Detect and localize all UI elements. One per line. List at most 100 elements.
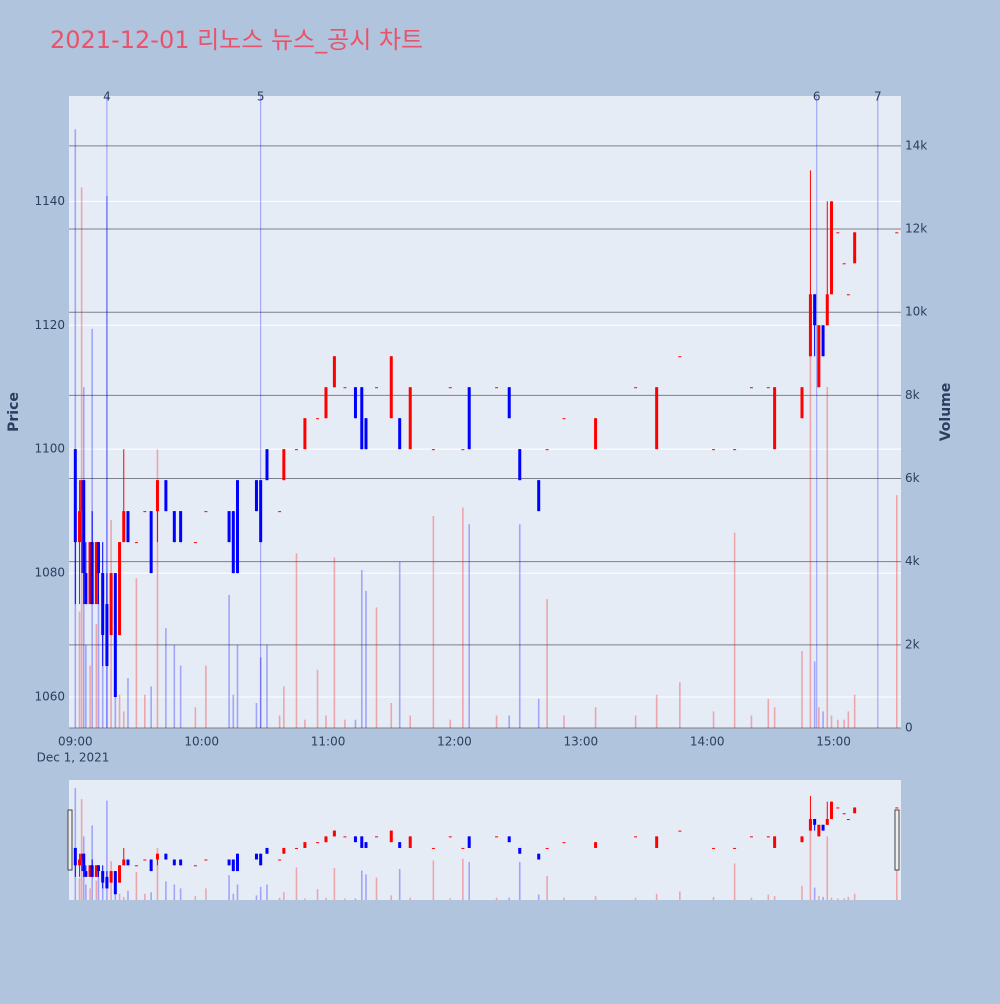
slider-candle-body — [109, 871, 113, 883]
slider-volume-bar — [801, 885, 803, 900]
slider-candle-body — [678, 830, 682, 832]
slider-handle[interactable] — [67, 809, 73, 871]
volume-bar — [634, 715, 637, 728]
slider-candle-body — [375, 836, 379, 838]
slider-candle-body — [813, 819, 817, 825]
candle-body — [343, 387, 347, 389]
slider-candle-body — [655, 836, 659, 848]
candle-body — [134, 542, 138, 544]
candle-body — [294, 449, 298, 451]
slider-candle-body — [461, 847, 465, 849]
volume-bar — [679, 682, 681, 728]
slider-volume-bar — [409, 897, 412, 900]
slider-volume-bar — [135, 872, 138, 900]
candle-body — [94, 542, 98, 605]
slider-candle-body — [332, 830, 336, 837]
slider-volume-bar — [546, 875, 548, 900]
candle-body — [82, 480, 86, 574]
slider-volume-bar — [205, 888, 207, 900]
volume-bar — [144, 694, 146, 728]
candle-body — [842, 263, 846, 265]
slider-volume-bar — [895, 856, 898, 900]
y2-tick-label: 0 — [905, 721, 913, 735]
volume-bar — [712, 711, 715, 728]
slider-volume-bar — [278, 897, 281, 900]
candle-body — [562, 418, 566, 420]
candle-body — [73, 449, 77, 543]
volume-bar — [847, 711, 850, 728]
slider-candle-body — [96, 865, 100, 872]
slider-volume-bar — [712, 896, 715, 900]
slider-volume-bar — [236, 884, 239, 900]
slider-candle-body — [842, 813, 846, 815]
slider-candle-body — [353, 836, 357, 843]
y2-tick-label: 4k — [905, 554, 920, 568]
candle-body — [78, 511, 82, 543]
slider-volume-bar — [449, 898, 452, 900]
slider-candle-body — [90, 865, 94, 877]
volume-bar — [822, 711, 824, 728]
slider-volume-bar — [365, 874, 367, 900]
candle-body — [179, 511, 183, 543]
slider-volume-bar — [390, 895, 393, 900]
slider-volume-bar — [344, 898, 346, 900]
slider-candle-body — [155, 853, 159, 860]
slider-candle-body — [143, 859, 147, 861]
volume-bar — [236, 644, 239, 728]
slider-candle-body — [825, 819, 829, 825]
x-tick-label: 10:00 — [184, 735, 219, 749]
y-tick-label: 1140 — [34, 194, 65, 208]
volume-bar — [655, 694, 658, 728]
candle-body — [122, 511, 126, 543]
slider-candle-body — [101, 871, 105, 883]
candle-body — [895, 232, 899, 234]
y2-axis-title: Volume — [938, 383, 954, 442]
slider-handle[interactable] — [894, 809, 900, 871]
slider-candle-body — [84, 871, 88, 877]
volume-bar — [179, 665, 182, 728]
slider-candle-body — [82, 853, 86, 872]
volume-bar — [333, 557, 336, 728]
candle-body — [375, 387, 379, 389]
slider-candle-body — [254, 853, 258, 860]
slider-candle-body — [134, 865, 138, 867]
volume-bar — [773, 707, 776, 728]
slider-candle-body — [73, 847, 77, 866]
candle-body — [118, 542, 122, 636]
volume-bar — [165, 628, 167, 728]
volume-bar — [80, 187, 83, 728]
slider-candle-body — [80, 853, 84, 860]
candle-body — [461, 449, 465, 451]
candle-body — [545, 449, 549, 451]
slider-volume-bar — [144, 893, 146, 900]
slider-volume-bar — [818, 896, 820, 900]
candle-body — [265, 449, 269, 481]
candle-body — [155, 480, 159, 512]
candle-body — [101, 573, 105, 636]
volume-bar — [813, 661, 816, 728]
volume-bar — [409, 715, 412, 728]
candle-body — [204, 511, 208, 513]
news-label: 4 — [103, 90, 111, 104]
slider-candle-body — [122, 859, 126, 866]
y2-tick-label: 12k — [905, 222, 927, 236]
candle-body — [389, 356, 393, 419]
volume-bar — [449, 719, 452, 728]
slider-volume-bar — [78, 878, 81, 900]
slider-candle-body — [94, 865, 98, 877]
slider-candle-body — [172, 859, 176, 866]
candle-body — [254, 480, 258, 512]
slider-candle-body — [179, 859, 183, 866]
slider-volume-bar — [122, 896, 125, 900]
candle-body — [773, 387, 777, 450]
slider-volume-bar — [634, 897, 637, 900]
slider-candle-body — [448, 836, 452, 838]
y2-tick-label: 2k — [905, 637, 920, 651]
candle-body — [817, 325, 821, 388]
volume-bar — [89, 665, 91, 728]
slider-volume-bar — [822, 896, 824, 900]
range-slider[interactable] — [69, 780, 901, 900]
candle-body — [846, 294, 850, 296]
slider-candle-body — [265, 847, 269, 854]
news-label: 7 — [874, 90, 882, 104]
